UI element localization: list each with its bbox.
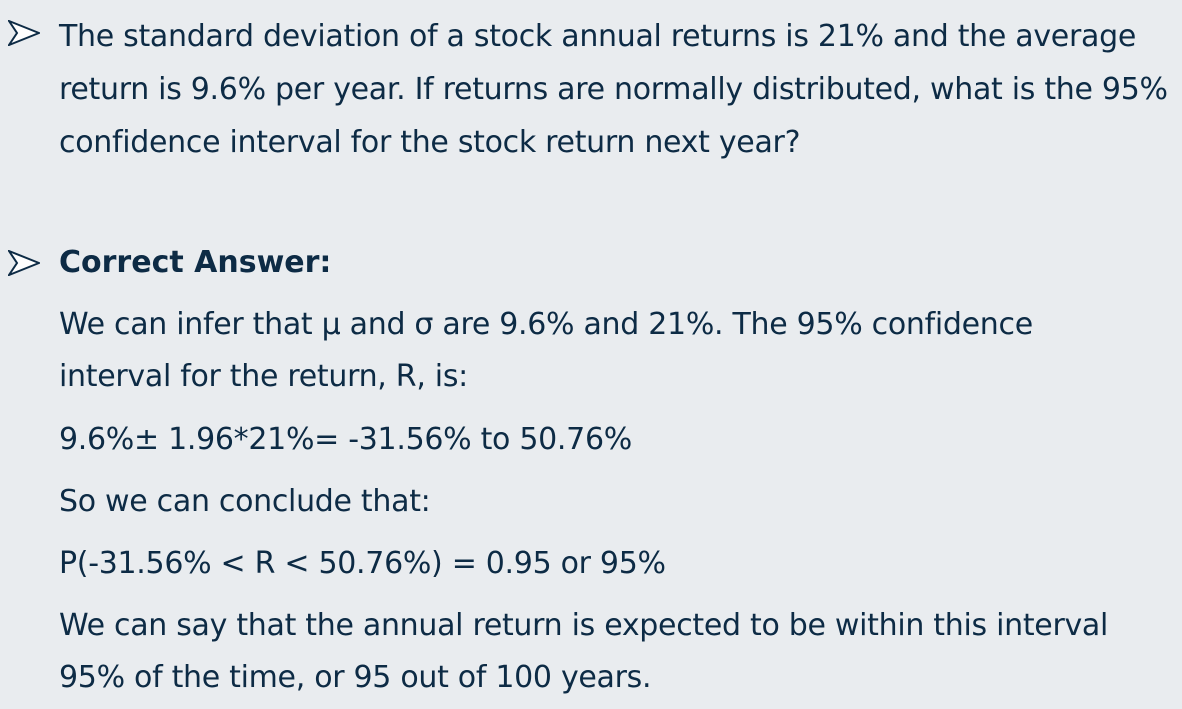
answer-line: P(-31.56% < R < 50.76%) = 0.95 or 95% — [59, 546, 666, 581]
answer-line: 95% of the time, or 95 out of 100 years. — [59, 660, 652, 695]
answer-line: 9.6%± 1.96*21%= -31.56% to 50.76% — [59, 422, 632, 457]
question-text: The standard deviation of a stock annual… — [59, 19, 1168, 160]
arrowhead-bullet-icon — [8, 20, 40, 46]
arrowhead-bullet-icon — [8, 250, 40, 276]
answer-line: We can say that the annual return is exp… — [59, 608, 1109, 643]
answer-line: interval for the return, R, is: — [59, 359, 468, 394]
answer-heading: Correct Answer: — [59, 245, 332, 280]
answer-line: We can infer that μ and σ are 9.6% and 2… — [59, 307, 1033, 342]
answer-line: So we can conclude that: — [59, 484, 431, 519]
